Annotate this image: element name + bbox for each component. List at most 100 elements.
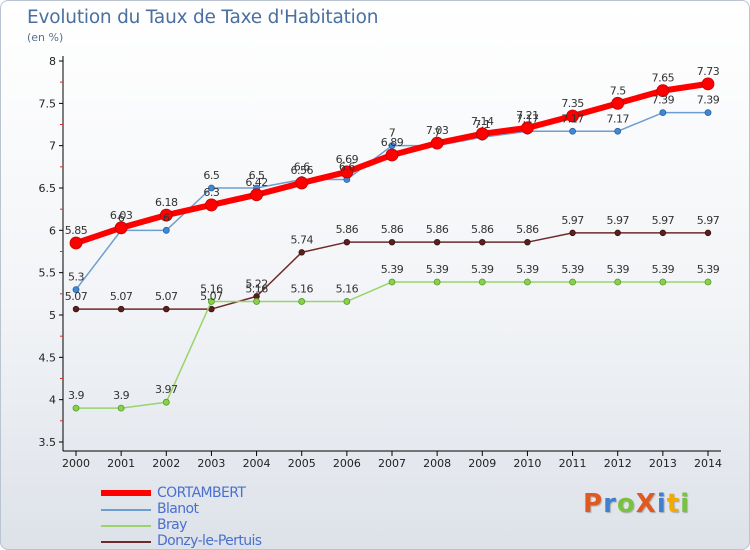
- data-label-donzy-le-pertuis: 5.97: [561, 214, 584, 227]
- x-tick-label: 2011: [559, 457, 587, 470]
- data-label-bray: 5.39: [652, 263, 675, 276]
- x-tick-label: 2009: [468, 457, 496, 470]
- data-label-cortambert: 7.73: [697, 65, 720, 78]
- x-tick-label: 2001: [107, 457, 135, 470]
- data-label-donzy-le-pertuis: 5.86: [471, 223, 494, 236]
- data-label-cortambert: 6.3: [203, 186, 219, 199]
- data-label-donzy-le-pertuis: 5.07: [65, 290, 88, 303]
- data-point-cortambert: [205, 198, 218, 212]
- data-point-donzy-le-pertuis: [388, 238, 396, 246]
- data-point-cortambert: [521, 121, 534, 135]
- data-label-cortambert: 6.89: [381, 136, 404, 149]
- x-tick-label: 2004: [243, 457, 271, 470]
- data-label-cortambert: 6.03: [110, 209, 133, 222]
- x-tick-label: 2014: [694, 457, 722, 470]
- data-point-bray: [208, 298, 215, 305]
- data-point-bray: [569, 278, 576, 286]
- y-tick-label: 5: [49, 309, 56, 322]
- data-point-cortambert: [385, 148, 399, 162]
- legend-label-bray: Bray: [157, 517, 187, 533]
- data-label-blanot: 6.5: [203, 169, 219, 182]
- data-label-blanot: 7: [434, 127, 441, 140]
- data-label-cortambert: 7.65: [652, 72, 675, 85]
- data-point-blanot: [704, 109, 712, 117]
- data-label-bray: 3.97: [155, 383, 178, 396]
- data-point-bray: [162, 398, 170, 406]
- data-label-cortambert: 7.21: [516, 109, 539, 122]
- data-point-bray: [253, 298, 260, 305]
- data-point-bray: [704, 278, 712, 286]
- data-label-donzy-le-pertuis: 5.86: [336, 223, 359, 236]
- data-label-bray: 5.16: [200, 282, 223, 295]
- data-label-blanot: 7.17: [561, 112, 584, 125]
- legend-item-bray: Bray: [101, 517, 341, 534]
- legend-label-cortambert: CORTAMBERT: [157, 485, 246, 501]
- data-point-donzy-le-pertuis: [704, 229, 712, 237]
- data-label-cortambert: 5.85: [65, 224, 88, 237]
- data-label-cortambert: 6.18: [155, 196, 178, 209]
- data-point-cortambert: [69, 236, 83, 250]
- data-point-donzy-le-pertuis: [117, 305, 125, 313]
- data-label-cortambert: 6.69: [336, 153, 359, 166]
- y-tick-label: 6: [49, 224, 56, 237]
- data-point-donzy-le-pertuis: [614, 229, 621, 237]
- data-point-donzy-le-pertuis: [524, 238, 531, 246]
- data-label-cortambert: 7.03: [426, 124, 449, 137]
- x-tick-label: 2000: [62, 457, 90, 470]
- data-point-blanot: [569, 127, 576, 135]
- data-label-blanot: 6.6: [339, 161, 355, 174]
- data-label-donzy-le-pertuis: 5.22: [245, 277, 268, 290]
- data-point-cortambert: [295, 176, 309, 190]
- data-point-cortambert: [475, 127, 489, 141]
- data-label-donzy-le-pertuis: 5.97: [697, 214, 720, 227]
- data-point-cortambert: [611, 96, 625, 110]
- legend-swatch-donzy-le-pertuis: [101, 541, 151, 543]
- chart-title: Evolution du Taux de Taxe d'Habitation: [27, 7, 379, 28]
- data-point-bray: [524, 278, 531, 286]
- data-label-blanot: 6: [118, 211, 125, 224]
- data-label-bray: 3.9: [113, 389, 129, 402]
- data-point-blanot: [72, 286, 80, 294]
- y-tick-label: 8: [49, 55, 56, 68]
- legend-label-blanot: Blanot: [157, 501, 199, 517]
- y-tick-label: 3.5: [39, 436, 57, 449]
- data-label-blanot: 6.6: [294, 161, 310, 174]
- y-tick-label: 6.5: [39, 182, 57, 195]
- data-label-cortambert: 7.5: [610, 84, 626, 97]
- data-label-blanot: 7: [389, 127, 396, 140]
- data-point-cortambert: [340, 165, 354, 179]
- legend-item-donzy-le-pertuis: Donzy-le-Pertuis: [101, 533, 341, 549]
- y-tick-label: 7: [49, 140, 56, 153]
- y-tick-label: 7.5: [39, 97, 57, 110]
- data-point-cortambert: [701, 77, 715, 91]
- data-point-blanot: [614, 127, 622, 135]
- data-label-bray: 5.16: [290, 282, 313, 295]
- chart-subtitle: (en %): [27, 31, 64, 44]
- data-label-blanot: 7.1: [474, 118, 490, 131]
- legend-swatch-bray: [101, 525, 151, 527]
- data-label-donzy-le-pertuis: 5.97: [652, 214, 675, 227]
- data-point-cortambert: [250, 188, 263, 202]
- data-point-donzy-le-pertuis: [659, 229, 667, 237]
- data-label-cortambert: 7.35: [561, 97, 584, 110]
- data-point-bray: [117, 404, 125, 412]
- data-point-blanot: [659, 109, 667, 117]
- data-label-blanot: 6: [163, 211, 170, 224]
- data-point-bray: [388, 278, 396, 286]
- y-tick-label: 4: [49, 394, 56, 407]
- data-label-bray: 5.39: [471, 263, 494, 276]
- legend-item-cortambert: CORTAMBERT: [101, 485, 341, 502]
- data-label-bray: 3.9: [68, 389, 84, 402]
- data-label-bray: 5.39: [697, 263, 720, 276]
- data-label-blanot: 5.3: [68, 271, 84, 284]
- data-point-donzy-le-pertuis: [433, 238, 441, 246]
- data-label-bray: 5.39: [606, 263, 629, 276]
- x-tick-label: 2008: [423, 457, 451, 470]
- data-label-blanot: 7.39: [697, 94, 720, 107]
- data-label-bray: 5.16: [245, 282, 268, 295]
- x-tick-label: 2006: [333, 457, 361, 470]
- proxiti-logo: ProXiti: [583, 489, 691, 519]
- data-point-donzy-le-pertuis: [343, 238, 351, 246]
